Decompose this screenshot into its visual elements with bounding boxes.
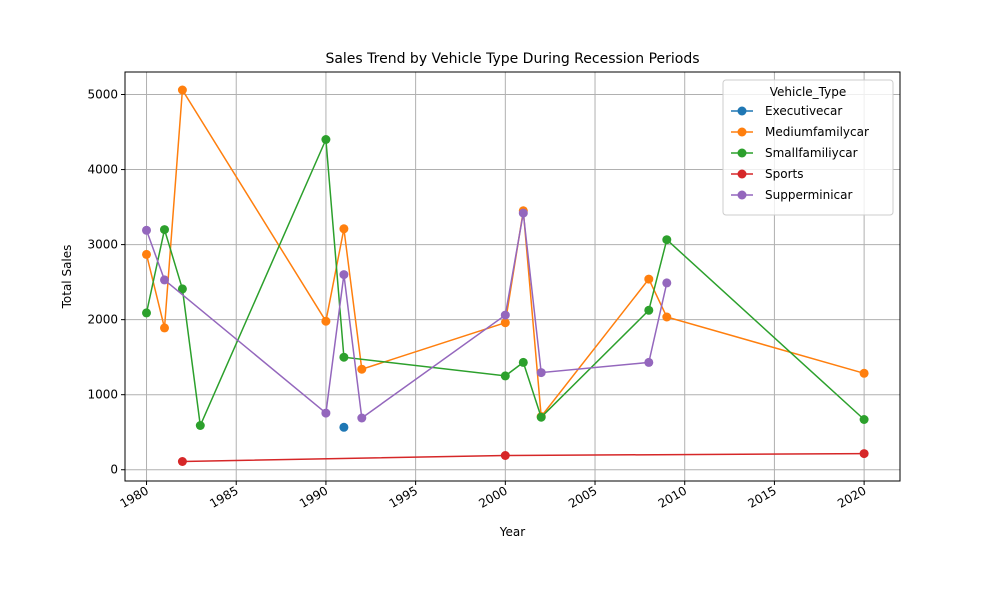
data-point-smallfamiliycar bbox=[142, 308, 151, 318]
series-line-sports bbox=[182, 452, 865, 463]
data-point-supperminicar bbox=[662, 278, 672, 288]
data-point-supperminicar bbox=[536, 368, 546, 378]
data-point-mediumfamilycar bbox=[339, 224, 349, 234]
legend-item-sports: Sports bbox=[731, 167, 803, 181]
series-smallfamiliycar bbox=[142, 135, 869, 430]
legend-label: Smallfamiliycar bbox=[765, 146, 858, 160]
data-point-supperminicar bbox=[142, 225, 151, 235]
plot-series bbox=[142, 85, 869, 466]
series-sports bbox=[177, 449, 869, 466]
data-point-smallfamiliycar bbox=[339, 352, 349, 362]
data-point-mediumfamilycar bbox=[357, 364, 367, 374]
data-point-sports bbox=[500, 451, 510, 460]
data-point-mediumfamilycar bbox=[859, 368, 869, 378]
y-tick-label: 1000 bbox=[87, 388, 118, 402]
x-tick-label: 1995 bbox=[387, 483, 420, 510]
series-executivecar bbox=[339, 422, 349, 432]
legend: Vehicle_Type Executivecar Mediumfamilycar… bbox=[722, 79, 894, 216]
x-tick-label: 2010 bbox=[656, 483, 689, 510]
data-point-supperminicar bbox=[321, 408, 331, 418]
data-point-smallfamiliycar bbox=[859, 415, 869, 424]
data-point-supperminicar bbox=[357, 413, 367, 423]
data-point-smallfamiliycar bbox=[195, 421, 205, 430]
y-tick-label: 4000 bbox=[87, 163, 118, 177]
series-line-mediumfamilycar bbox=[145, 87, 865, 419]
x-tick-label: 2005 bbox=[566, 483, 599, 510]
data-point-smallfamiliycar bbox=[177, 284, 187, 294]
y-tick-label: 3000 bbox=[87, 238, 118, 252]
legend-label: Executivecar bbox=[765, 104, 842, 118]
y-tick-label: 0 bbox=[110, 463, 118, 477]
data-point-mediumfamilycar bbox=[142, 249, 151, 259]
data-point-smallfamiliycar bbox=[644, 305, 654, 315]
series-supperminicar bbox=[142, 208, 672, 423]
data-point-sports bbox=[859, 449, 869, 459]
x-tick-label: 2015 bbox=[745, 483, 778, 510]
data-point-smallfamiliycar bbox=[500, 371, 510, 381]
data-point-mediumfamilycar bbox=[662, 312, 672, 322]
legend-label: Sports bbox=[765, 167, 803, 181]
data-point-supperminicar bbox=[518, 208, 528, 218]
data-point-mediumfamilycar bbox=[500, 318, 510, 328]
data-point-smallfamiliycar bbox=[662, 235, 672, 245]
y-axis-title: Total Sales bbox=[60, 245, 74, 310]
data-point-smallfamiliycar bbox=[536, 412, 546, 422]
legend-swatch-marker bbox=[737, 169, 747, 179]
x-axis: 1980 1985 1990 1995 2000 2005 2010 2015 2020 bbox=[118, 481, 869, 511]
series-line-supperminicar bbox=[145, 212, 668, 420]
x-tick-label: 1980 bbox=[118, 483, 151, 510]
legend-item-executivecar: Executivecar bbox=[731, 104, 842, 118]
legend-swatch-marker bbox=[737, 190, 747, 200]
legend-items: Executivecar Mediumfamilycar Smallfamiliyc… bbox=[731, 104, 869, 202]
legend-box bbox=[722, 79, 894, 216]
data-point-executivecar bbox=[339, 422, 349, 432]
x-tick-label: 1990 bbox=[297, 483, 330, 510]
x-axis-title: Year bbox=[499, 525, 525, 539]
legend-label: Supperminicar bbox=[765, 188, 852, 202]
legend-item-supperminicar: Supperminicar bbox=[731, 188, 852, 202]
legend-label: Mediumfamilycar bbox=[765, 125, 869, 139]
x-tick-label: 2000 bbox=[476, 483, 509, 510]
chart-title: Sales Trend by Vehicle Type During Reces… bbox=[325, 51, 699, 67]
data-point-mediumfamilycar bbox=[177, 85, 187, 95]
data-point-mediumfamilycar bbox=[160, 323, 169, 333]
y-tick-label: 5000 bbox=[87, 88, 118, 102]
x-tick-label: 1985 bbox=[207, 483, 240, 510]
legend-title: Vehicle_Type bbox=[770, 85, 846, 99]
data-point-supperminicar bbox=[500, 310, 510, 320]
plot-frame bbox=[124, 71, 901, 482]
legend-item-smallfamiliycar: Smallfamiliycar bbox=[731, 146, 858, 160]
y-axis: 0 1000 2000 3000 4000 5000 bbox=[87, 88, 125, 477]
x-tick-label: 2020 bbox=[835, 483, 868, 510]
data-point-supperminicar bbox=[644, 357, 654, 367]
data-point-smallfamiliycar bbox=[518, 357, 528, 367]
legend-swatch-marker bbox=[737, 148, 747, 158]
legend-item-mediumfamilycar: Mediumfamilycar bbox=[731, 125, 869, 139]
legend-swatch-marker bbox=[737, 127, 747, 137]
data-point-supperminicar bbox=[160, 275, 169, 285]
data-point-mediumfamilycar bbox=[321, 316, 331, 326]
series-line-smallfamiliycar bbox=[145, 139, 865, 429]
data-point-mediumfamilycar bbox=[644, 274, 654, 284]
data-point-sports bbox=[177, 457, 187, 466]
data-point-smallfamiliycar bbox=[321, 135, 331, 144]
data-point-smallfamiliycar bbox=[160, 225, 169, 235]
data-point-supperminicar bbox=[339, 270, 349, 280]
legend-swatch-marker bbox=[737, 106, 747, 116]
y-tick-label: 2000 bbox=[87, 313, 118, 327]
